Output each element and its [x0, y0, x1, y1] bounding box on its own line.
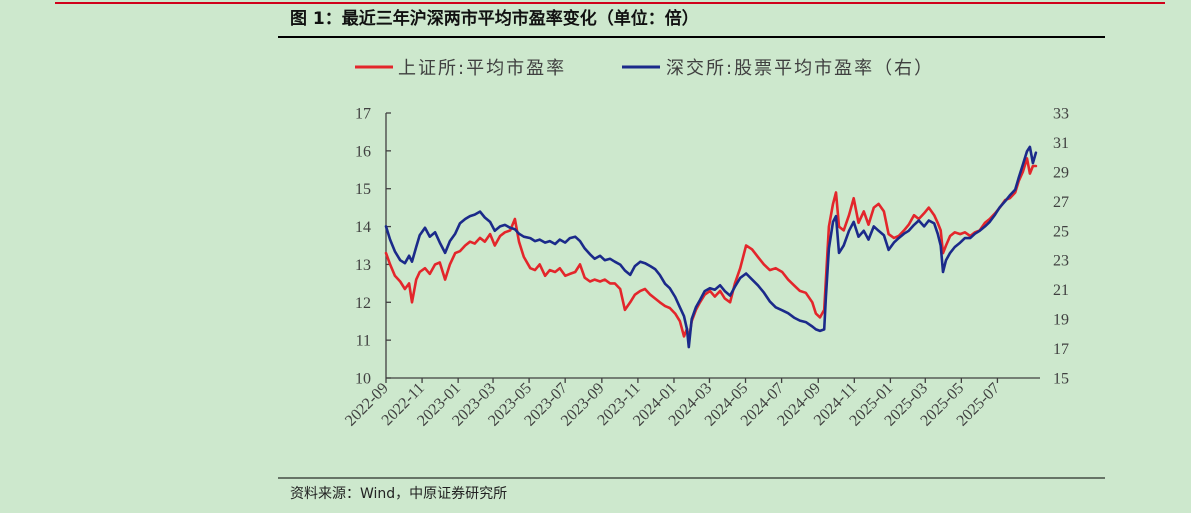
x-ticks: 2022-092022-112023-012023-032023-052023-… [342, 378, 1003, 430]
figure-title: 图 1：最近三年沪深两市平均市盈率变化（单位：倍） [290, 8, 699, 29]
legend-label: 深交所:股票平均市盈率（右） [666, 58, 934, 79]
y-right-tick-label: 15 [1053, 371, 1069, 388]
y-left-ticks: 10 11 12 13 14 15 16 17 [355, 106, 391, 388]
y-right-tick-label: 31 [1053, 135, 1069, 152]
y-left-tick-label: 17 [355, 106, 371, 123]
y-right-tick-label: 29 [1053, 164, 1069, 181]
plot-area: 10 11 12 13 14 15 16 17 15 17 19 21 23 25 27 29 31 33 20… [342, 106, 1069, 430]
legend-item-szse: 深交所:股票平均市盈率（右） [622, 58, 934, 79]
y-left-tick-label: 11 [356, 333, 371, 350]
source-note: 资料来源：Wind，中原证券研究所 [290, 486, 507, 502]
legend-label: 上证所:平均市盈率 [398, 58, 566, 79]
series-layer [384, 145, 1038, 349]
y-right-tick-label: 25 [1053, 223, 1069, 240]
y-right-tick-label: 27 [1053, 194, 1069, 211]
y-right-ticks: 15 17 19 21 23 25 27 29 31 33 [1053, 106, 1069, 388]
series-line-sse [384, 157, 1038, 342]
y-left-tick-label: 13 [355, 257, 371, 274]
y-left-tick-label: 10 [355, 371, 371, 388]
legend: 上证所:平均市盈率 深交所:股票平均市盈率（右） [355, 58, 934, 79]
y-left-tick-label: 12 [355, 295, 371, 312]
y-left-tick-label: 16 [355, 143, 371, 160]
y-right-tick-label: 23 [1053, 253, 1069, 270]
y-right-tick-label: 33 [1053, 106, 1069, 123]
y-right-tick-label: 21 [1053, 282, 1069, 299]
series-line-szse [384, 145, 1038, 349]
y-left-tick-label: 15 [355, 181, 371, 198]
y-right-tick-label: 17 [1053, 341, 1069, 358]
legend-item-sse: 上证所:平均市盈率 [355, 58, 566, 79]
y-left-tick-label: 14 [355, 219, 371, 236]
y-right-tick-label: 19 [1053, 312, 1069, 329]
